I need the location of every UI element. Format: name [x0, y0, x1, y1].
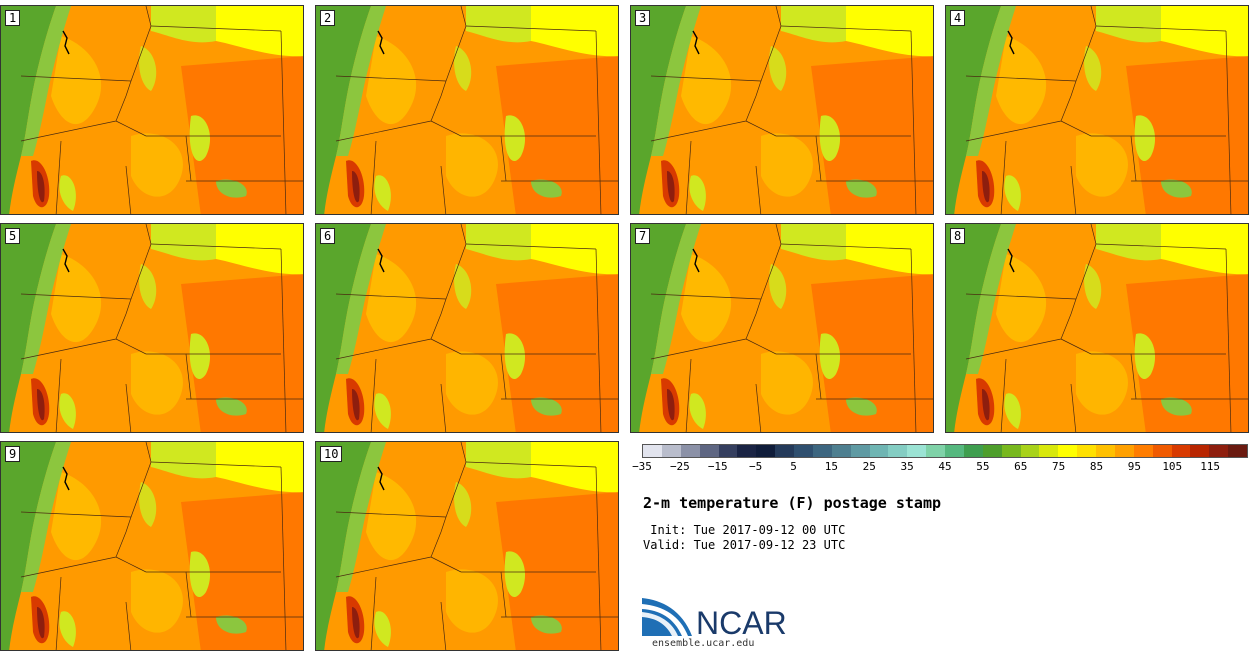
colorbar-segment [756, 445, 776, 457]
colorbar-segment [1209, 445, 1229, 457]
panel-number-label: 8 [950, 228, 966, 244]
colorbar-segment [1001, 445, 1021, 457]
temperature-map [316, 6, 618, 214]
ncar-logo: NCAR [642, 598, 787, 640]
colorbar-segment [1039, 445, 1059, 457]
panel-number-label: 4 [950, 10, 966, 26]
colorbar-segment [812, 445, 832, 457]
map-panel-9: 9 [0, 441, 304, 651]
figure-title: 2-m temperature (F) postage stamp [643, 494, 942, 512]
map-panel-4: 4 [945, 5, 1249, 215]
colorbar-segment [661, 445, 681, 457]
panel-number-label: 3 [635, 10, 651, 26]
map-panel-3: 3 [630, 5, 934, 215]
colorbar-segment [982, 445, 1002, 457]
temperature-map [1, 6, 303, 214]
panel-number-label: 6 [320, 228, 336, 244]
colorbar-tick-label: −5 [749, 460, 763, 473]
colorbar-segment [680, 445, 700, 457]
colorbar-segment [945, 445, 964, 457]
colorbar-segment [1190, 445, 1210, 457]
colorbar-tick-label: 115 [1200, 460, 1221, 473]
colorbar-tick-label: 65 [1014, 460, 1028, 473]
colorbar-segment [643, 445, 662, 457]
panel-number-label: 5 [5, 228, 21, 244]
colorbar-tick-label: 45 [938, 460, 952, 473]
colorbar-segment [737, 445, 757, 457]
colorbar-segment [1058, 445, 1078, 457]
colorbar-tick-label: 75 [1052, 460, 1066, 473]
map-panel-10: 10 [315, 441, 619, 651]
colorbar-segment [1133, 445, 1153, 457]
panel-number-label: 2 [320, 10, 336, 26]
colorbar-segment [1077, 445, 1096, 457]
temperature-map [1, 442, 303, 650]
colorbar-tick-label: 35 [900, 460, 914, 473]
colorbar-tick-labels: −35 −25 −15 −5 5 15 25 35 45 55 65 75 85 95 105 115 [632, 460, 1248, 474]
colorbar-segment [869, 445, 889, 457]
colorbar-segment [850, 445, 870, 457]
colorbar-segment [794, 445, 813, 457]
colorbar-tick-label: −35 [632, 460, 652, 473]
map-panel-8: 8 [945, 223, 1249, 433]
temperature-map [316, 442, 618, 650]
temperature-map [631, 6, 933, 214]
colorbar-segment [926, 445, 945, 457]
temperature-map [946, 224, 1248, 432]
colorbar-tick-label: 55 [976, 460, 990, 473]
panel-number-label: 1 [5, 10, 21, 26]
panel-number-label: 7 [635, 228, 651, 244]
map-panel-5: 5 [0, 223, 304, 433]
init-time: Init: Tue 2017-09-12 00 UTC [643, 523, 846, 537]
colorbar-tick-label: 25 [862, 460, 876, 473]
colorbar-segment [1152, 445, 1172, 457]
temperature-map [1, 224, 303, 432]
colorbar-segment [1171, 445, 1191, 457]
temperature-map [316, 224, 618, 432]
colorbar-tick-label: −15 [707, 460, 728, 473]
colorbar-segment [963, 445, 983, 457]
colorbar-segment [1096, 445, 1115, 457]
colorbar-tick-label: 5 [790, 460, 797, 473]
colorbar-tick-label: −25 [669, 460, 690, 473]
temperature-colorbar [642, 444, 1248, 458]
svg-text:NCAR: NCAR [696, 605, 787, 640]
map-panel-1: 1 [0, 5, 304, 215]
map-panel-2: 2 [315, 5, 619, 215]
colorbar-tick-label: 85 [1089, 460, 1104, 473]
valid-time: Valid: Tue 2017-09-12 23 UTC [643, 538, 846, 552]
temperature-map [631, 224, 933, 432]
colorbar-tick-label: 95 [1127, 460, 1141, 473]
colorbar-segment [907, 445, 927, 457]
colorbar-segment [1228, 445, 1247, 457]
map-panel-6: 6 [315, 223, 619, 433]
panel-number-label: 10 [320, 446, 343, 462]
colorbar-tick-label: 15 [824, 460, 838, 473]
colorbar-segment [831, 445, 851, 457]
map-panel-7: 7 [630, 223, 934, 433]
temperature-map [946, 6, 1248, 214]
colorbar-segment [699, 445, 719, 457]
ensemble-url: ensemble.ucar.edu [652, 638, 755, 649]
colorbar-segment [775, 445, 794, 457]
colorbar-segment [888, 445, 908, 457]
colorbar-segment [718, 445, 738, 457]
colorbar-segment [1114, 445, 1134, 457]
colorbar-tick-label: 105 [1162, 460, 1183, 473]
colorbar-segment [1020, 445, 1040, 457]
panel-number-label: 9 [5, 446, 21, 462]
